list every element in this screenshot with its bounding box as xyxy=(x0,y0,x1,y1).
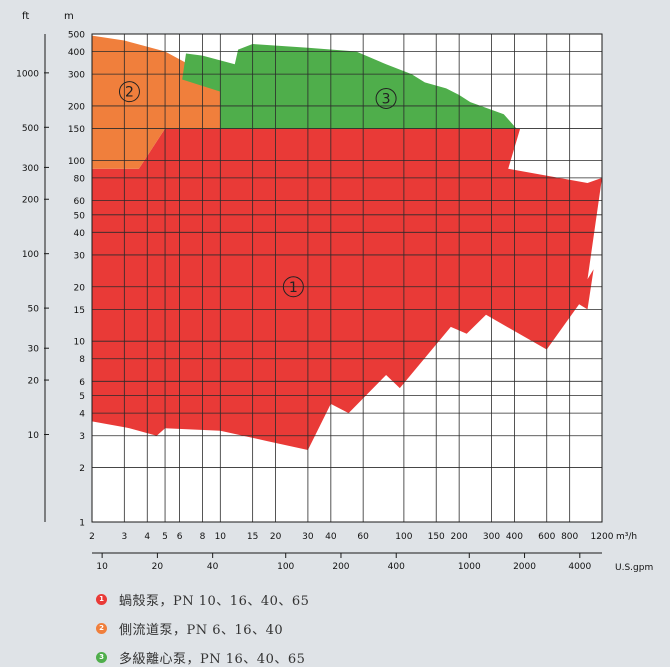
gpm-tick-label: 100 xyxy=(277,562,294,572)
x-tick-label: 400 xyxy=(506,532,523,542)
y-tick-label: 150 xyxy=(68,125,85,135)
region-label-circle xyxy=(375,87,397,109)
x-tick-label: 15 xyxy=(247,532,258,542)
x-tick-label: 150 xyxy=(428,532,445,542)
x-tick-label: 20 xyxy=(270,532,282,542)
x-tick-label: 800 xyxy=(561,532,578,542)
y-tick-label: 15 xyxy=(74,306,85,316)
legend-badge-icon: 1 xyxy=(96,593,107,605)
region-1 xyxy=(92,128,602,450)
gpm-tick-label: 10 xyxy=(96,562,108,572)
gpm-tick-label: 2000 xyxy=(513,562,536,572)
gpm-tick-label: 40 xyxy=(207,562,219,572)
legend-text: 蝸殼泵，PN 10、16、40、65 xyxy=(119,593,310,609)
y-tick-label: 80 xyxy=(74,174,86,184)
x-tick-label: 1200 xyxy=(591,532,614,542)
ft-tick-label: 100 xyxy=(22,250,39,260)
ft-tick-label: 1000 xyxy=(16,69,39,79)
gpm-tick-label: 20 xyxy=(152,562,164,572)
x-tick-label: 4 xyxy=(144,532,150,542)
region-label-3: 3 xyxy=(382,91,391,107)
legend-item: 2 側流道泵，PN 6、16、40 xyxy=(96,618,283,638)
x-tick-label: 60 xyxy=(357,532,369,542)
y-tick-label: 20 xyxy=(74,283,86,293)
gpm-tick-label: 400 xyxy=(388,562,405,572)
x-axis-label: m³/h xyxy=(616,532,637,542)
x-tick-label: 100 xyxy=(395,532,412,542)
y-tick-label: 50 xyxy=(74,211,86,221)
axes: 2 3 4 5 6 8 10 15 20 30 40 60 100 150 200 300 400 600 800 1… xyxy=(16,11,653,573)
y-tick-label: 6 xyxy=(79,378,85,388)
legend-text: 多級離心泵，PN 16、40、65 xyxy=(119,651,306,667)
ft-tick-label: 500 xyxy=(22,124,39,134)
x-tick-label: 6 xyxy=(177,532,183,542)
y-tick-label: 60 xyxy=(74,197,86,207)
y-tick-label: 300 xyxy=(68,71,85,81)
y-tick-label: 40 xyxy=(74,229,86,239)
pump-range-chart: 2 3 4 5 6 8 10 15 20 30 40 60 100 150 200 300 400 600 800 1… xyxy=(16,11,653,573)
y-tick-label: 500 xyxy=(68,31,85,41)
y-tick-label: 5 xyxy=(79,392,85,402)
legend-badge-number: 2 xyxy=(99,623,104,632)
region-label-circle xyxy=(118,81,140,103)
y-tick-label: 4 xyxy=(79,410,85,420)
legend-text: 側流道泵，PN 6、16、40 xyxy=(119,622,284,638)
x-tick-label: 30 xyxy=(302,532,314,542)
y-tick-label: 1 xyxy=(79,519,85,529)
legend-badge-number: 3 xyxy=(99,652,104,661)
x-tick-label: 10 xyxy=(215,532,227,542)
ft-tick-label: 10 xyxy=(28,431,40,441)
ft-tick-label: 300 xyxy=(22,164,39,174)
region-labels: 1 2 3 xyxy=(118,81,397,298)
region-3 xyxy=(182,44,517,129)
x-tick-label: 2 xyxy=(89,532,95,542)
y-tick-label: 30 xyxy=(74,251,86,261)
region-label-2: 2 xyxy=(125,85,134,101)
y-tick-label: 200 xyxy=(68,102,85,112)
ft-axis-label: ft xyxy=(22,11,29,22)
gpm-tick-label: 4000 xyxy=(568,562,591,572)
legend-badge-icon: 3 xyxy=(96,651,107,663)
ft-tick-label: 200 xyxy=(22,196,39,206)
x-tick-label: 40 xyxy=(325,532,337,542)
y-tick-label: 100 xyxy=(68,157,85,167)
y-tick-label: 8 xyxy=(79,355,85,365)
gpm-tick-label: 200 xyxy=(332,562,349,572)
x-tick-label: 3 xyxy=(121,532,127,542)
region-label-1: 1 xyxy=(289,280,298,296)
y-tick-label: 2 xyxy=(79,464,85,474)
y-tick-label: 400 xyxy=(68,48,85,58)
x-tick-label: 300 xyxy=(483,532,500,542)
ft-tick-label: 20 xyxy=(28,377,40,387)
legend-item: 3 多級離心泵，PN 16、40、65 xyxy=(96,647,305,667)
legend-badge-icon: 2 xyxy=(96,622,107,634)
y-tick-label: 10 xyxy=(74,338,86,348)
y-tick-label: 3 xyxy=(79,432,85,442)
gpm-tick-label: 1000 xyxy=(458,562,481,572)
y-axis-label: m xyxy=(64,11,74,22)
x-tick-label: 5 xyxy=(162,532,168,542)
plot-border xyxy=(91,33,603,523)
legend-badge-number: 1 xyxy=(99,594,104,603)
x-tick-label: 200 xyxy=(451,532,468,542)
x-tick-label: 8 xyxy=(200,532,206,542)
ft-tick-label: 50 xyxy=(28,305,40,315)
x-tick-label: 600 xyxy=(538,532,555,542)
legend-item: 1 蝸殼泵，PN 10、16、40、65 xyxy=(96,589,309,609)
ft-tick-label: 30 xyxy=(28,345,40,355)
grid xyxy=(91,33,603,523)
region-label-circle xyxy=(282,276,304,298)
gpm-axis-label: U.S.gpm xyxy=(615,563,653,573)
